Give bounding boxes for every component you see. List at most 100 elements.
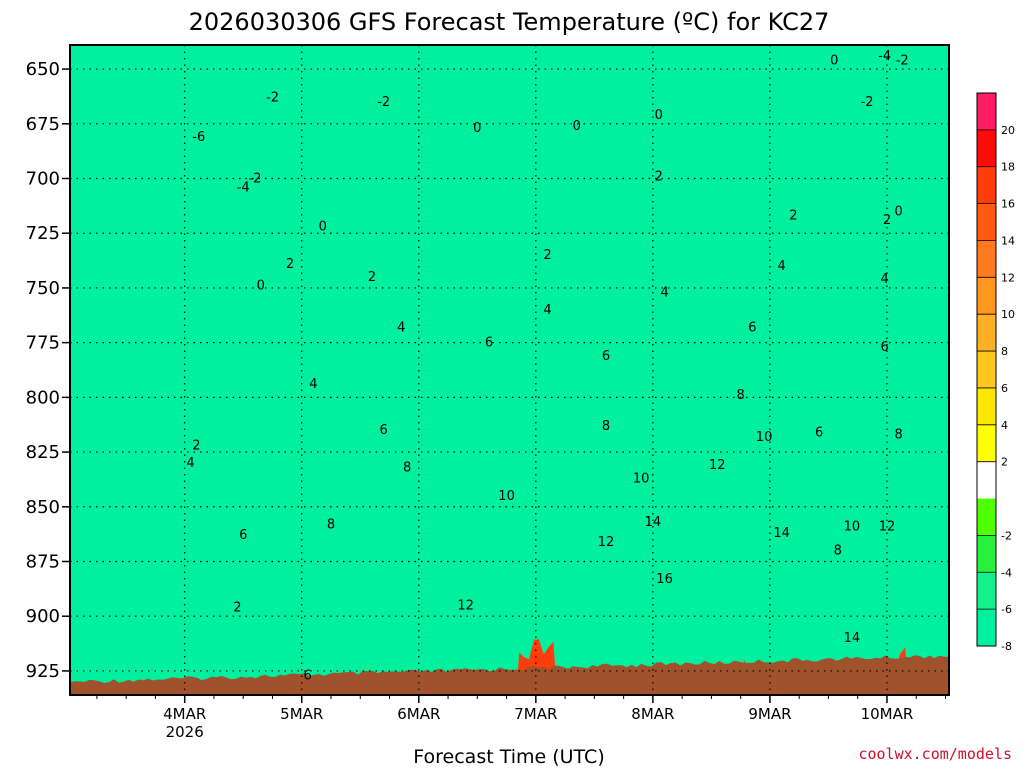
colorbar-swatch (977, 314, 996, 352)
contour-label: 12 (457, 598, 474, 613)
contour-label: 2 (789, 209, 797, 224)
contour-label: 0 (473, 121, 481, 136)
contour-label: 4 (397, 320, 405, 335)
y-tick-label: 800 (26, 387, 60, 408)
contour-label: 4 (660, 285, 668, 300)
colorbar-label: -4 (1001, 566, 1012, 579)
colorbar-swatch (977, 203, 996, 241)
contour-label: 0 (319, 220, 327, 235)
contour-label: 0 (573, 119, 581, 134)
y-tick-label: 900 (26, 606, 60, 627)
colorbar-label: 18 (1001, 161, 1015, 174)
y-tick-label: 875 (26, 551, 60, 572)
contour-label: 0 (1017, 84, 1024, 99)
contour-label: 8 (602, 419, 610, 434)
colorbar-swatch (977, 93, 996, 131)
x-axis-label: Forecast Time (UTC) (413, 746, 604, 768)
contour-label: 8 (737, 388, 745, 403)
contour-label: 0 (257, 279, 265, 294)
x-tick-label: 9MAR (748, 705, 791, 723)
temperature-bands (70, 45, 949, 695)
contour-label: 2 (543, 248, 551, 263)
contour-label: 14 (773, 526, 790, 541)
x-tick-label: 10MAR (861, 705, 914, 723)
y-tick-label: 700 (26, 169, 60, 190)
y-tick-label: 650 (26, 59, 60, 80)
grid-lines (70, 45, 949, 695)
x-tick-label: 5MAR (280, 705, 323, 723)
contour-label: 8 (834, 544, 842, 559)
colorbar-label: 12 (1001, 271, 1015, 284)
colorbar-label: 16 (1001, 198, 1015, 211)
contour-label: 14 (844, 631, 861, 646)
band-lt-minus8 (70, 45, 949, 695)
contour-label: 10 (756, 430, 773, 445)
y-tick-label: 675 (26, 114, 60, 135)
x-tick-label: 8MAR (631, 705, 674, 723)
colorbar-label: 20 (1001, 124, 1015, 137)
colorbar-swatch (977, 461, 996, 500)
contour-label: 6 (380, 423, 388, 438)
colorbar-swatch (977, 424, 996, 463)
contour-label: 14 (645, 515, 662, 530)
contour-label: 2 (965, 193, 973, 208)
colorbar-swatch (977, 240, 996, 278)
contour-label: 16 (656, 572, 673, 587)
y-tick-label: 750 (26, 278, 60, 299)
contour-label: -6 (192, 130, 205, 145)
colorbar-swatch (977, 277, 996, 315)
contour-label: 6 (602, 349, 610, 364)
credit-text: coolwx.com/models (858, 745, 1012, 763)
contour-label: 8 (327, 517, 335, 532)
colorbar-swatch (977, 498, 996, 536)
contour-label: -2 (861, 95, 874, 110)
contour-label: -4 (237, 180, 250, 195)
colorbar-label: 8 (1001, 345, 1008, 358)
terrain-ground (70, 655, 949, 695)
contour-label: 2 (192, 439, 200, 454)
colorbar-label: 6 (1001, 382, 1008, 395)
contour-label: 12 (1013, 579, 1024, 594)
colorbar-label: 10 (1001, 308, 1015, 321)
colorbar-swatch (977, 535, 996, 573)
contour-label: 0 (655, 108, 663, 123)
contour-label: -2 (248, 172, 261, 187)
y-axis: 650 675 700 725 750 775 800 825 850 875 900 925 (26, 59, 70, 682)
contour-label: 4 (777, 259, 785, 274)
x-tick-sublabel: 2026 (166, 723, 204, 741)
contour-label: 4 (543, 303, 551, 318)
contour-label: 2 (883, 213, 891, 228)
contour-label: 10 (1019, 449, 1024, 464)
contour-label: -2 (377, 95, 390, 110)
contour-label: 0 (830, 53, 838, 68)
y-tick-label: 725 (26, 223, 60, 244)
contour-label: 6 (880, 340, 888, 355)
contour-label: 2 (368, 270, 376, 285)
contour-label: 10 (633, 471, 650, 486)
colorbar-label: -2 (1001, 529, 1012, 542)
contour-label: 6 (239, 528, 247, 543)
contour-label: 2 (286, 257, 294, 272)
colorbar-swatch (977, 387, 996, 426)
y-tick-label: 825 (26, 442, 60, 463)
y-tick-label: 775 (26, 333, 60, 354)
chart-title: 2026030306 GFS Forecast Temperature (ºC)… (189, 8, 830, 36)
contour-label: -2 (266, 91, 279, 106)
contour-label: -2 (896, 53, 909, 68)
contour-label: 6 (748, 320, 756, 335)
colorbar-swatch (977, 609, 996, 647)
contour-label: 8 (403, 460, 411, 475)
y-tick-label: 850 (26, 497, 60, 518)
x-tick-label: 7MAR (514, 705, 557, 723)
contour-label: 12 (709, 458, 726, 473)
contour-label: 2 (233, 600, 241, 615)
contour-label: 2 (655, 169, 663, 184)
contour-label: 4 (880, 272, 888, 287)
contour-label: 6 (815, 425, 823, 440)
colorbar-label: 2 (1001, 456, 1008, 469)
contour-label: 4 (186, 456, 194, 471)
